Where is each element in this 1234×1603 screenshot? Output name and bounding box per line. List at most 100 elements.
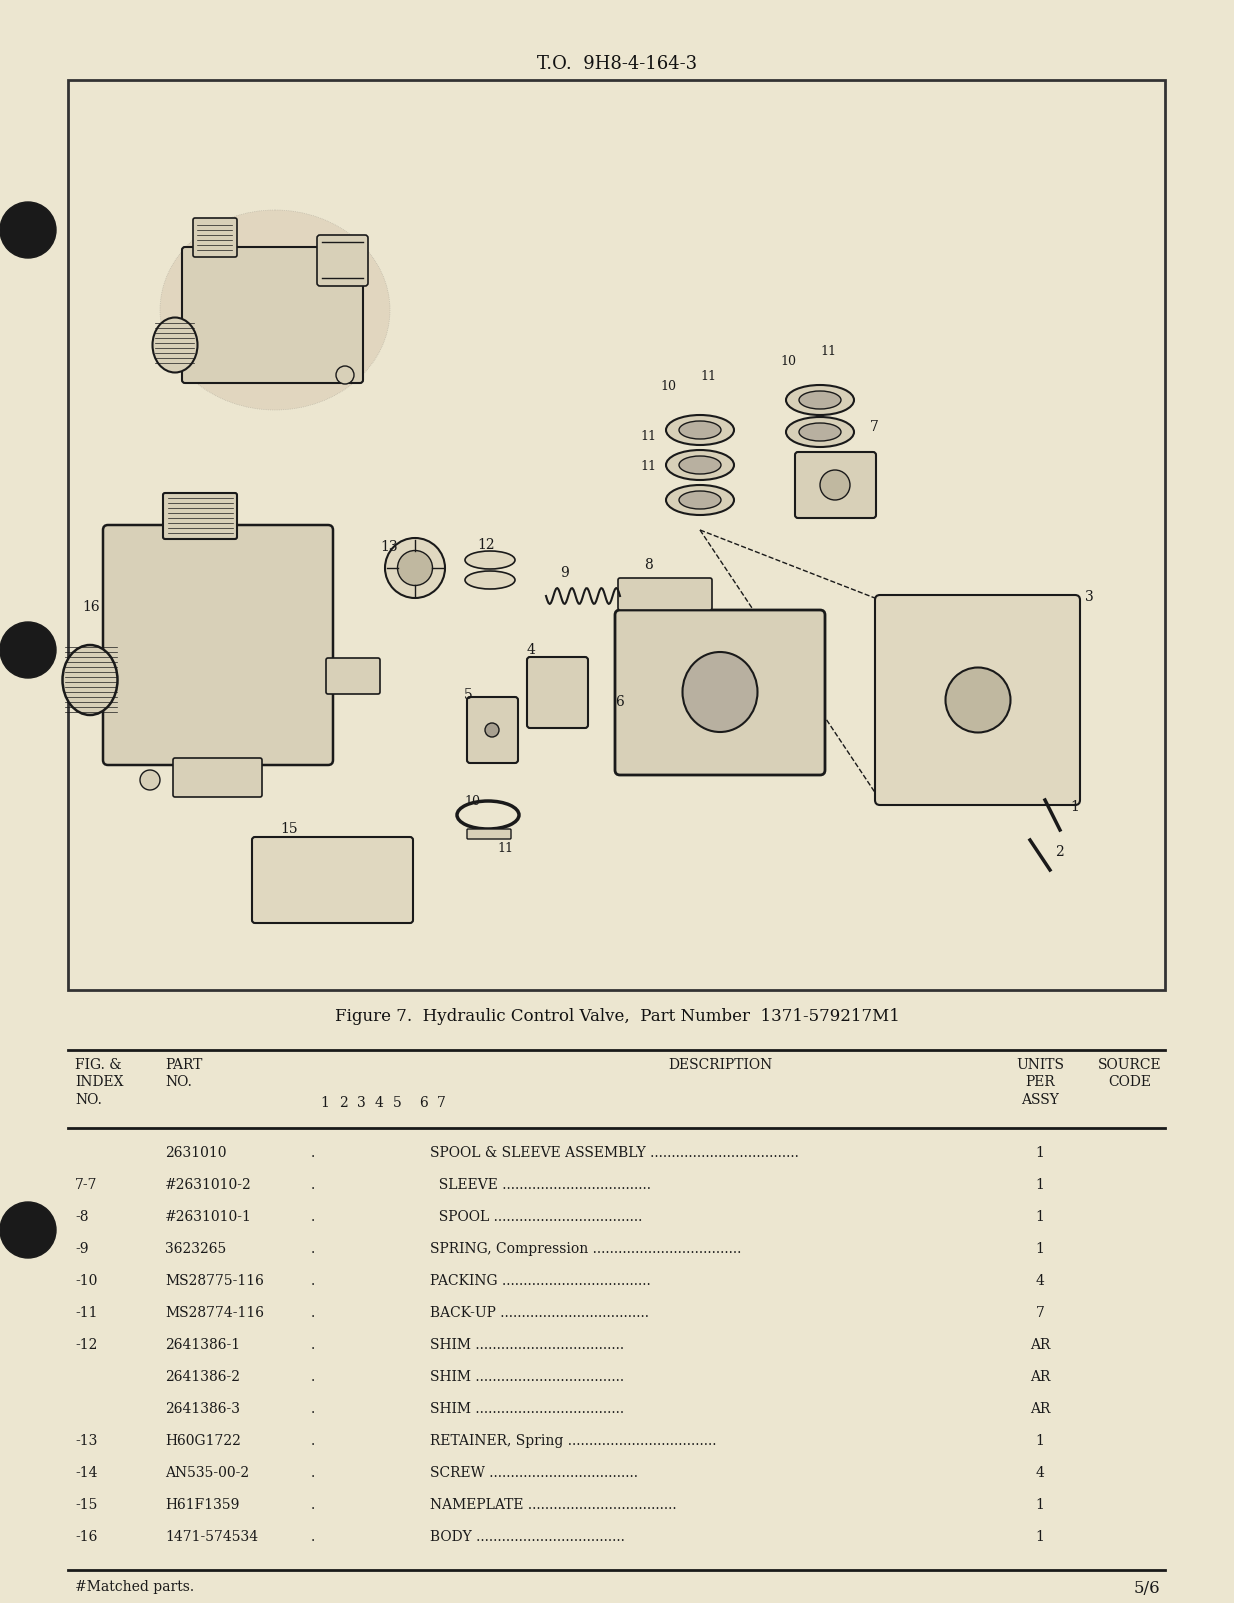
Text: 3: 3 bbox=[1085, 590, 1093, 604]
Text: -14: -14 bbox=[75, 1467, 97, 1480]
Text: 7: 7 bbox=[437, 1096, 445, 1109]
Text: Figure 7.  Hydraulic Control Valve,  Part Number  1371-579217M1: Figure 7. Hydraulic Control Valve, Part … bbox=[334, 1008, 900, 1024]
Text: -15: -15 bbox=[75, 1497, 97, 1512]
Ellipse shape bbox=[666, 486, 734, 515]
Text: UNITS
PER
ASSY: UNITS PER ASSY bbox=[1016, 1058, 1064, 1106]
Text: 2: 2 bbox=[1055, 845, 1064, 859]
Ellipse shape bbox=[160, 210, 390, 410]
Text: -11: -11 bbox=[75, 1306, 97, 1319]
Circle shape bbox=[0, 202, 56, 258]
Text: DESCRIPTION: DESCRIPTION bbox=[668, 1058, 772, 1072]
Text: -13: -13 bbox=[75, 1435, 97, 1448]
FancyBboxPatch shape bbox=[326, 657, 380, 694]
Text: BACK-UP ...................................: BACK-UP ................................… bbox=[429, 1306, 649, 1319]
Text: SHIM ...................................: SHIM ................................... bbox=[429, 1371, 624, 1383]
Text: 1: 1 bbox=[1035, 1242, 1044, 1257]
Circle shape bbox=[0, 622, 56, 678]
Ellipse shape bbox=[63, 644, 117, 715]
Text: #2631010-1: #2631010-1 bbox=[165, 1210, 252, 1225]
Text: 7: 7 bbox=[870, 420, 879, 434]
FancyBboxPatch shape bbox=[102, 526, 333, 765]
Text: 6: 6 bbox=[615, 696, 623, 709]
Text: 3623265: 3623265 bbox=[165, 1242, 226, 1257]
Ellipse shape bbox=[385, 539, 445, 598]
Text: 6: 6 bbox=[418, 1096, 427, 1109]
Text: BODY ...................................: BODY ................................... bbox=[429, 1529, 624, 1544]
Text: H61F1359: H61F1359 bbox=[165, 1497, 239, 1512]
Text: 2641386-3: 2641386-3 bbox=[165, 1403, 239, 1415]
Text: SLEEVE ...................................: SLEEVE .................................… bbox=[429, 1178, 652, 1193]
Text: 11: 11 bbox=[700, 370, 716, 383]
FancyBboxPatch shape bbox=[527, 657, 587, 728]
Text: 1: 1 bbox=[1035, 1146, 1044, 1161]
Text: .: . bbox=[311, 1371, 315, 1383]
Text: .: . bbox=[311, 1274, 315, 1287]
Text: 2641386-2: 2641386-2 bbox=[165, 1371, 239, 1383]
FancyBboxPatch shape bbox=[163, 494, 237, 539]
Ellipse shape bbox=[798, 391, 842, 409]
Text: AR: AR bbox=[1030, 1403, 1050, 1415]
Text: 8: 8 bbox=[644, 558, 653, 572]
Text: 15: 15 bbox=[280, 822, 297, 837]
Text: .: . bbox=[311, 1467, 315, 1480]
FancyBboxPatch shape bbox=[466, 829, 511, 838]
FancyBboxPatch shape bbox=[618, 579, 712, 611]
Text: SHIM ...................................: SHIM ................................... bbox=[429, 1403, 624, 1415]
Circle shape bbox=[0, 1202, 56, 1258]
Text: 1: 1 bbox=[321, 1096, 329, 1109]
Text: SOURCE
CODE: SOURCE CODE bbox=[1098, 1058, 1162, 1090]
Text: 4: 4 bbox=[1035, 1274, 1044, 1287]
Ellipse shape bbox=[682, 652, 758, 733]
Text: .: . bbox=[311, 1178, 315, 1193]
Text: .: . bbox=[311, 1146, 315, 1161]
Ellipse shape bbox=[679, 491, 721, 510]
Text: 9: 9 bbox=[560, 566, 569, 580]
Text: #2631010-2: #2631010-2 bbox=[165, 1178, 252, 1193]
Text: 11: 11 bbox=[821, 345, 835, 357]
Text: SCREW ...................................: SCREW ..................................… bbox=[429, 1467, 638, 1480]
Text: MS28774-116: MS28774-116 bbox=[165, 1306, 264, 1319]
Text: FIG. &
INDEX
NO.: FIG. & INDEX NO. bbox=[75, 1058, 123, 1106]
Text: 1: 1 bbox=[1035, 1529, 1044, 1544]
FancyBboxPatch shape bbox=[795, 452, 876, 518]
Text: 5: 5 bbox=[464, 688, 473, 702]
Text: 1471-574534: 1471-574534 bbox=[165, 1529, 258, 1544]
Text: 16: 16 bbox=[81, 600, 100, 614]
Text: 1: 1 bbox=[1070, 800, 1079, 814]
Text: -16: -16 bbox=[75, 1529, 97, 1544]
Text: 5: 5 bbox=[392, 1096, 401, 1109]
Text: AR: AR bbox=[1030, 1371, 1050, 1383]
Text: 1: 1 bbox=[1035, 1210, 1044, 1225]
Text: .: . bbox=[311, 1529, 315, 1544]
Text: .: . bbox=[311, 1435, 315, 1448]
Text: NAMEPLATE ...................................: NAMEPLATE ..............................… bbox=[429, 1497, 676, 1512]
Text: .: . bbox=[311, 1339, 315, 1351]
Text: 5/6: 5/6 bbox=[1133, 1581, 1160, 1597]
Text: SPRING, Compression ...................................: SPRING, Compression ....................… bbox=[429, 1242, 742, 1257]
Ellipse shape bbox=[139, 769, 160, 790]
Ellipse shape bbox=[679, 455, 721, 474]
Text: AR: AR bbox=[1030, 1339, 1050, 1351]
Ellipse shape bbox=[798, 423, 842, 441]
Ellipse shape bbox=[153, 317, 197, 372]
Ellipse shape bbox=[485, 723, 499, 737]
FancyBboxPatch shape bbox=[252, 837, 413, 923]
Text: 12: 12 bbox=[478, 539, 495, 551]
Text: 10: 10 bbox=[464, 795, 480, 808]
Ellipse shape bbox=[786, 417, 854, 447]
Text: 7-7: 7-7 bbox=[75, 1178, 97, 1193]
Text: 2641386-1: 2641386-1 bbox=[165, 1339, 241, 1351]
Ellipse shape bbox=[666, 415, 734, 446]
Text: 3: 3 bbox=[357, 1096, 365, 1109]
Ellipse shape bbox=[666, 450, 734, 479]
Text: AN535-00-2: AN535-00-2 bbox=[165, 1467, 249, 1480]
Ellipse shape bbox=[821, 470, 850, 500]
Bar bbox=[68, 80, 1165, 991]
Text: SPOOL & SLEEVE ASSEMBLY ...................................: SPOOL & SLEEVE ASSEMBLY ................… bbox=[429, 1146, 798, 1161]
Text: .: . bbox=[311, 1242, 315, 1257]
Text: 13: 13 bbox=[380, 540, 397, 555]
Text: -12: -12 bbox=[75, 1339, 97, 1351]
Text: 11: 11 bbox=[640, 460, 656, 473]
FancyBboxPatch shape bbox=[173, 758, 262, 797]
Ellipse shape bbox=[945, 667, 1011, 733]
